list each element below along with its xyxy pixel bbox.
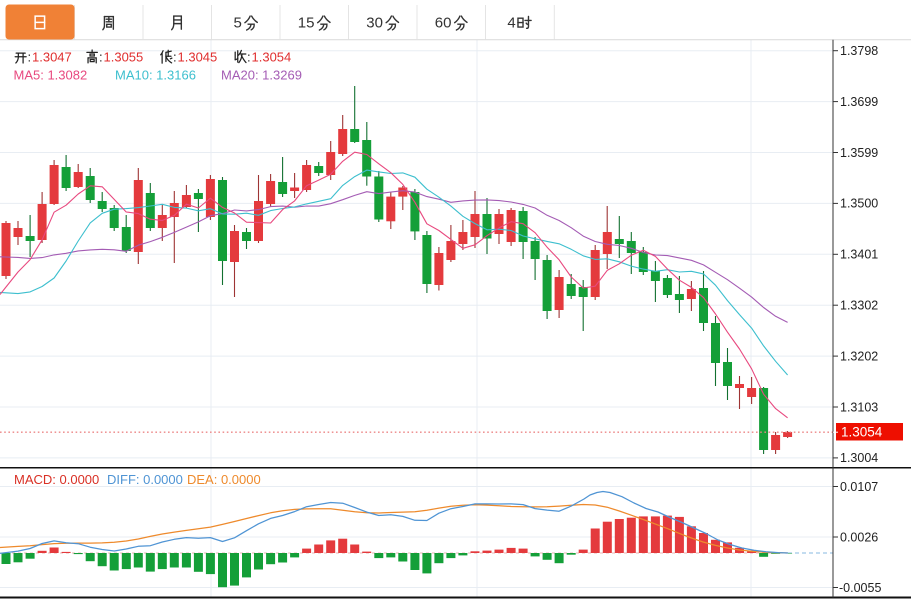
svg-text:1.3798: 1.3798	[840, 44, 878, 58]
svg-text:MA20: 1.3269: MA20: 1.3269	[221, 68, 302, 83]
svg-text:1.3103: 1.3103	[840, 400, 878, 414]
svg-text:1.3045: 1.3045	[178, 49, 218, 64]
svg-text:1.3599: 1.3599	[840, 146, 878, 160]
svg-text:1.3047: 1.3047	[32, 49, 72, 64]
svg-text:MA5: 1.3082: MA5: 1.3082	[14, 68, 88, 83]
svg-text:5: 5	[234, 15, 242, 32]
svg-text:DEA: 0.0000: DEA: 0.0000	[187, 472, 261, 487]
svg-text::: :	[247, 49, 251, 64]
svg-text:MA10: 1.3166: MA10: 1.3166	[115, 68, 196, 83]
svg-text:1.3302: 1.3302	[840, 299, 878, 313]
svg-text:30: 30	[366, 15, 383, 32]
svg-text::: :	[28, 49, 32, 64]
svg-text:1.3054: 1.3054	[252, 49, 292, 64]
svg-text:DIFF: 0.0000: DIFF: 0.0000	[107, 472, 183, 487]
svg-text:-0.0055: -0.0055	[839, 581, 881, 595]
svg-text:1.3401: 1.3401	[840, 248, 878, 262]
svg-text:1.3054: 1.3054	[841, 425, 883, 440]
svg-text:1.3500: 1.3500	[840, 197, 878, 211]
svg-text:1.3004: 1.3004	[840, 451, 878, 465]
svg-text:1.3699: 1.3699	[840, 95, 878, 109]
svg-text:1.3055: 1.3055	[104, 49, 144, 64]
svg-text:60: 60	[435, 15, 452, 32]
svg-text:1.3202: 1.3202	[840, 349, 878, 363]
svg-text:0.0026: 0.0026	[840, 530, 878, 544]
svg-text:MACD: 0.0000: MACD: 0.0000	[14, 472, 99, 487]
svg-text:4: 4	[507, 15, 515, 32]
svg-text::: :	[99, 49, 103, 64]
svg-text:15: 15	[298, 15, 315, 32]
svg-text::: :	[173, 49, 177, 64]
svg-text:0.0107: 0.0107	[840, 480, 878, 494]
